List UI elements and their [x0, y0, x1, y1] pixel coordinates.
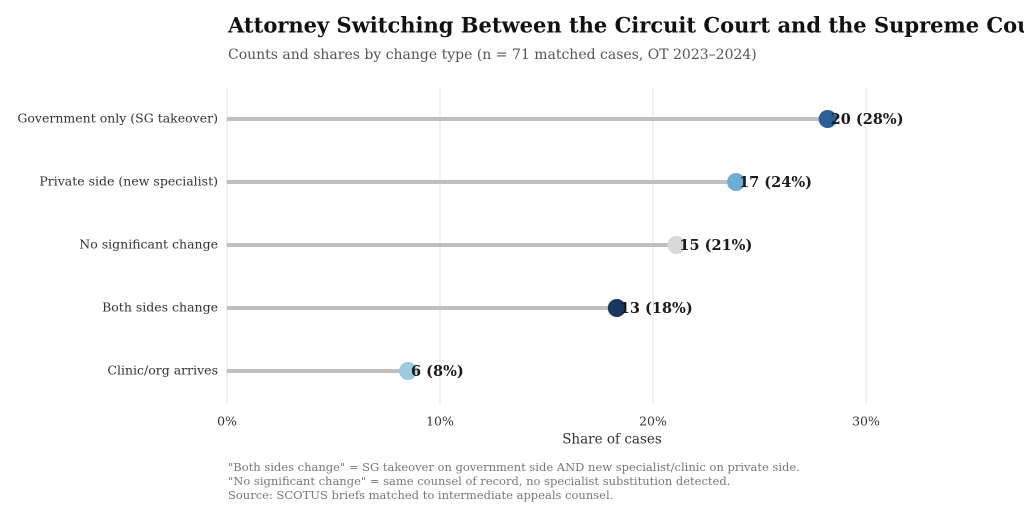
value-label: 13 (18%) [620, 300, 693, 317]
value-label: 6 (8%) [411, 363, 464, 380]
footnote: Source: SCOTUS briefs matched to interme… [228, 488, 613, 502]
chart-title: Attorney Switching Between the Circuit C… [227, 13, 1024, 38]
grid: 0% 10% 20% 30% [217, 88, 880, 429]
x-tick-label: 30% [852, 414, 880, 429]
x-tick-label: 20% [639, 414, 667, 429]
category-label: Government only (SG takeover) [17, 111, 218, 126]
dot [399, 362, 418, 380]
dot [818, 110, 837, 128]
dot [727, 173, 746, 191]
footnote: "Both sides change" = SG takeover on gov… [228, 460, 800, 474]
footnote: "No significant change" = same counsel o… [228, 474, 730, 488]
x-axis-title: Share of cases [562, 432, 662, 448]
chart-subtitle: Counts and shares by change type (n = 71… [228, 47, 757, 63]
category-label: No significant change [79, 237, 218, 252]
value-label: 15 (21%) [679, 237, 752, 254]
x-tick-label: 0% [217, 414, 237, 429]
x-tick-label: 10% [426, 414, 454, 429]
marks: Government only (SG takeover) 20 (28%) Pri… [17, 110, 904, 380]
value-label: 20 (28%) [831, 111, 904, 128]
category-label: Clinic/org arrives [107, 363, 218, 378]
dot [607, 299, 626, 317]
category-label: Private side (new specialist) [39, 174, 218, 189]
value-label: 17 (24%) [739, 174, 812, 191]
category-label: Both sides change [102, 300, 218, 315]
dot [667, 236, 686, 254]
